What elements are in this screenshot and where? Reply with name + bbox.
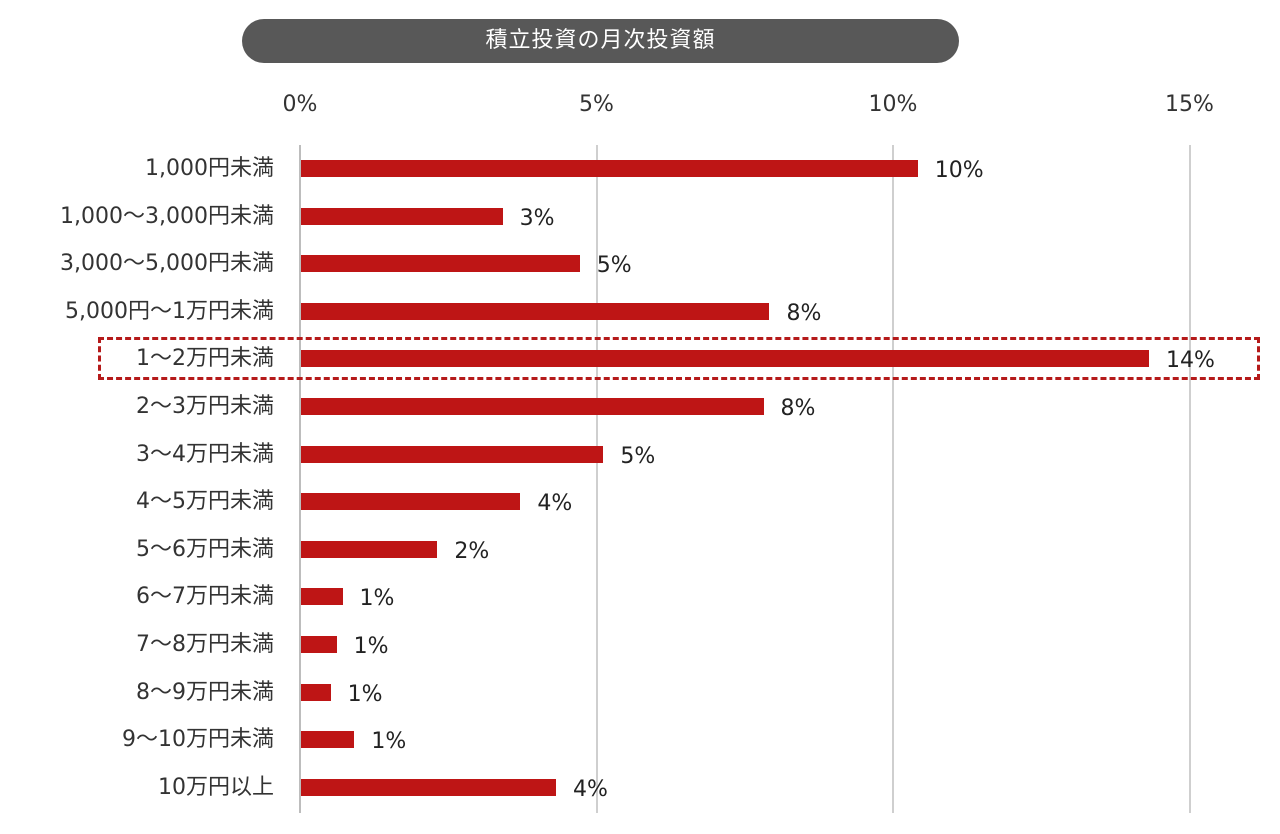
- bar: [301, 160, 918, 177]
- category-label: 10万円以上: [158, 774, 274, 800]
- gridline: [595, 145, 598, 813]
- data-label: 8%: [780, 396, 816, 421]
- bar-row: 4〜5万円未満 4%: [0, 478, 1280, 526]
- data-label: 4%: [572, 776, 608, 802]
- data-label: 4%: [537, 491, 573, 517]
- category-label: 8〜9万円未満: [136, 679, 274, 705]
- bar-row: 7〜8万円未満 1%: [0, 621, 1280, 669]
- data-label: 1%: [359, 586, 395, 612]
- chart-title: 積立投資の月次投資額: [242, 19, 959, 63]
- x-tick-label: 5%: [579, 92, 614, 117]
- data-label: 14%: [1165, 348, 1215, 374]
- bar-row: 2〜3万円未満 8%: [0, 383, 1280, 431]
- bar-row: 5,000円〜1万円未満 8%: [0, 288, 1280, 336]
- bar-row: 1,000円未満 10%: [0, 145, 1280, 193]
- highlight-box: [98, 337, 1260, 380]
- bar: [301, 493, 521, 511]
- bar-row: 8〜9万円未満 1%: [0, 669, 1280, 717]
- category-label: 5〜6万円未満: [136, 536, 274, 562]
- bar-row: 6〜7万円未満 1%: [0, 573, 1280, 621]
- data-label: 1%: [353, 634, 389, 659]
- bar: [301, 683, 331, 701]
- category-label: 1,000〜3,000円未満: [60, 203, 274, 229]
- bar-row: 3,000〜5,000円未満 5%: [0, 240, 1280, 288]
- bar-row: 3〜4万円未満 5%: [0, 431, 1280, 479]
- x-tick-label: 15%: [1165, 92, 1214, 117]
- bar: [301, 350, 1149, 368]
- data-label: 2%: [454, 538, 490, 564]
- data-label: 3%: [519, 205, 555, 231]
- data-label: 1%: [371, 729, 407, 755]
- gridline: [1188, 145, 1191, 813]
- bar: [301, 445, 604, 463]
- data-label: 5%: [596, 253, 632, 279]
- data-label: 8%: [786, 300, 822, 326]
- data-label: 10%: [934, 158, 984, 183]
- bar: [301, 302, 770, 320]
- category-label: 3,000〜5,000円未満: [60, 251, 274, 277]
- category-label: 7〜8万円未満: [136, 632, 274, 657]
- bar-row: 1,000〜3,000円未満 3%: [0, 193, 1280, 241]
- bar: [301, 588, 343, 606]
- category-label: 6〜7万円未満: [136, 584, 274, 610]
- category-label: 4〜5万円未満: [136, 489, 274, 515]
- category-label: 5,000円〜1万円未満: [65, 298, 274, 324]
- bar-row: 9〜10万円未満 1%: [0, 716, 1280, 764]
- bar: [301, 398, 764, 415]
- bar: [301, 207, 503, 225]
- bar: [301, 540, 438, 558]
- bar-row: 5〜6万円未満 2%: [0, 526, 1280, 574]
- category-label: 1〜2万円未満: [136, 346, 274, 372]
- bar: [301, 255, 580, 273]
- category-label: 9〜10万円未満: [122, 727, 274, 753]
- x-tick-label: 0%: [282, 92, 318, 117]
- data-label: 5%: [620, 443, 656, 469]
- bar-row: 1〜2万円未満 14%: [0, 335, 1280, 383]
- data-label: 1%: [347, 681, 383, 707]
- gridline: [892, 145, 894, 813]
- bar-row: 10万円以上 4%: [0, 764, 1280, 812]
- category-label: 3〜4万円未満: [136, 441, 274, 467]
- category-label: 2〜3万円未満: [136, 394, 274, 419]
- y-axis-line: [299, 145, 301, 813]
- bar: [301, 731, 355, 749]
- bar: [301, 778, 556, 796]
- category-label: 1,000円未満: [145, 156, 274, 181]
- x-tick-label: 10%: [868, 92, 918, 117]
- bar: [301, 636, 337, 653]
